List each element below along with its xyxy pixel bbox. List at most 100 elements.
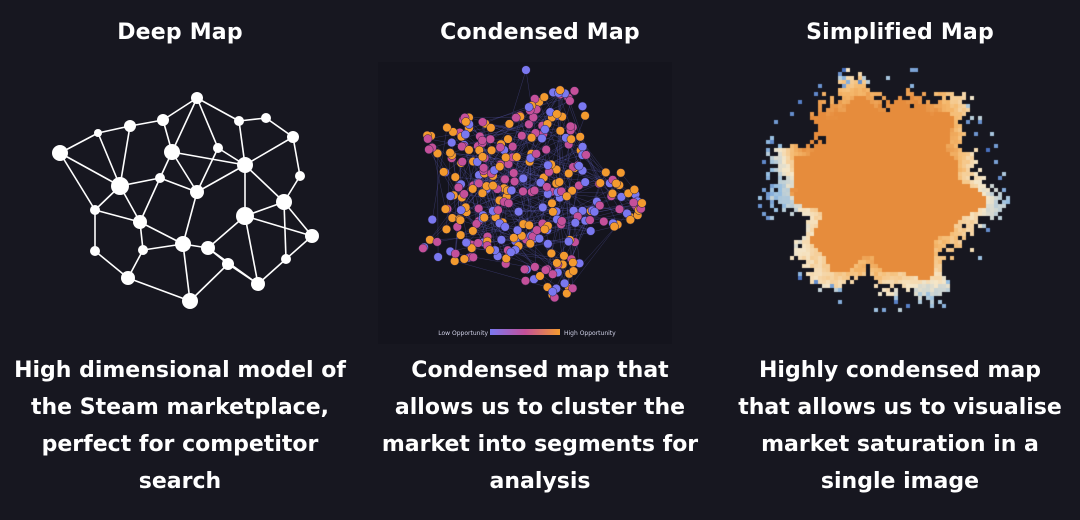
cluster-node [508, 142, 518, 152]
network-node [164, 144, 180, 160]
cluster-node [510, 176, 520, 187]
cluster-node [557, 216, 567, 226]
cluster-node [485, 134, 495, 144]
cluster-node [538, 202, 548, 212]
cluster-node [455, 215, 465, 225]
cluster-node [520, 264, 530, 274]
cluster-node [457, 157, 467, 167]
cluster-edge [461, 124, 529, 147]
cluster-node [493, 205, 503, 215]
network-node [182, 293, 198, 309]
cluster-node [464, 145, 474, 155]
network-edge [94, 209, 141, 223]
network-edge [59, 152, 96, 211]
network-edge [182, 243, 191, 302]
cluster-node [568, 257, 578, 268]
panel-deep-map: Deep Map High dimensional model of the S… [0, 0, 360, 520]
network-node [191, 92, 203, 104]
cluster-node [524, 102, 534, 112]
panel-simplified-map: Simplified Map Highly condensed map that… [720, 0, 1080, 520]
network-edge [244, 215, 313, 237]
cluster-edge [551, 168, 575, 254]
cluster-node [541, 265, 551, 275]
cluster-node [607, 188, 618, 199]
cluster-edge [463, 144, 488, 246]
cluster-edge [452, 131, 548, 188]
cluster-node [580, 111, 590, 121]
cluster-node [521, 65, 531, 75]
cluster-node [599, 216, 609, 227]
network-node [133, 215, 147, 229]
network-edge [283, 201, 287, 260]
cluster-nodes [418, 65, 647, 303]
cluster-node [525, 239, 535, 249]
cluster-node [477, 188, 487, 198]
cluster-node [433, 252, 443, 262]
panel-title: Simplified Map [806, 20, 994, 45]
cluster-edge [560, 224, 565, 256]
cluster-edge [539, 222, 576, 239]
cluster-edge [570, 126, 606, 173]
network-edge [196, 164, 246, 193]
network-edge [196, 97, 240, 122]
network-node [157, 114, 169, 126]
cluster-node [445, 148, 455, 158]
cluster-node [595, 178, 605, 188]
network-edge [182, 191, 198, 245]
network-edge [244, 136, 294, 166]
network-node [305, 229, 319, 243]
cluster-node [473, 238, 483, 248]
cluster-node [530, 262, 540, 272]
cluster-node [460, 129, 471, 139]
network-node [175, 236, 191, 252]
cluster-node [554, 177, 564, 187]
network-graph-svg [52, 92, 319, 309]
legend-high-label: High Opportunity [564, 330, 616, 337]
cluster-node [424, 144, 434, 155]
cluster-node [559, 251, 569, 261]
cluster-node [543, 160, 553, 170]
cluster-edge [567, 97, 600, 184]
cluster-node [517, 131, 527, 141]
cluster-node [529, 185, 540, 196]
cluster-edge [479, 115, 559, 137]
network-node [234, 116, 244, 126]
cluster-node [548, 287, 558, 297]
network-node [90, 246, 100, 256]
cluster-node [427, 215, 437, 225]
condensed-map-scatter: Low Opportunity High Opportunity [378, 62, 672, 344]
cluster-node [450, 249, 461, 259]
cluster-node [432, 237, 442, 247]
cluster-edge [482, 121, 579, 166]
cluster-node [511, 113, 521, 123]
cluster-graph-svg: Low Opportunity High Opportunity [418, 65, 647, 337]
cluster-node [512, 225, 523, 235]
cluster-node [564, 236, 574, 247]
cluster-node [534, 234, 544, 244]
cluster-node [567, 186, 577, 196]
cluster-node [568, 266, 579, 276]
cluster-node [440, 204, 451, 214]
cluster-node [614, 204, 625, 214]
cluster-node [479, 213, 489, 223]
cluster-node [487, 145, 497, 155]
cluster-node [478, 152, 488, 162]
network-node [121, 271, 135, 285]
cluster-node [539, 92, 549, 102]
network-node [124, 120, 136, 132]
simplified-map-heatmap [734, 60, 1030, 342]
cluster-node [540, 124, 550, 134]
cluster-node [532, 225, 542, 235]
panel-condensed-map: Condensed Map Low Opportunity High Oppor… [360, 0, 720, 520]
cluster-node [450, 172, 460, 182]
cluster-node [479, 163, 489, 173]
cluster-node [477, 135, 487, 145]
panel-title: Condensed Map [440, 20, 640, 45]
opportunity-legend: Low Opportunity High Opportunity [438, 329, 616, 337]
cluster-node [540, 224, 550, 234]
cluster-node [453, 182, 464, 192]
cluster-node [442, 123, 452, 133]
cluster-node [580, 177, 590, 187]
cluster-node [507, 185, 517, 195]
